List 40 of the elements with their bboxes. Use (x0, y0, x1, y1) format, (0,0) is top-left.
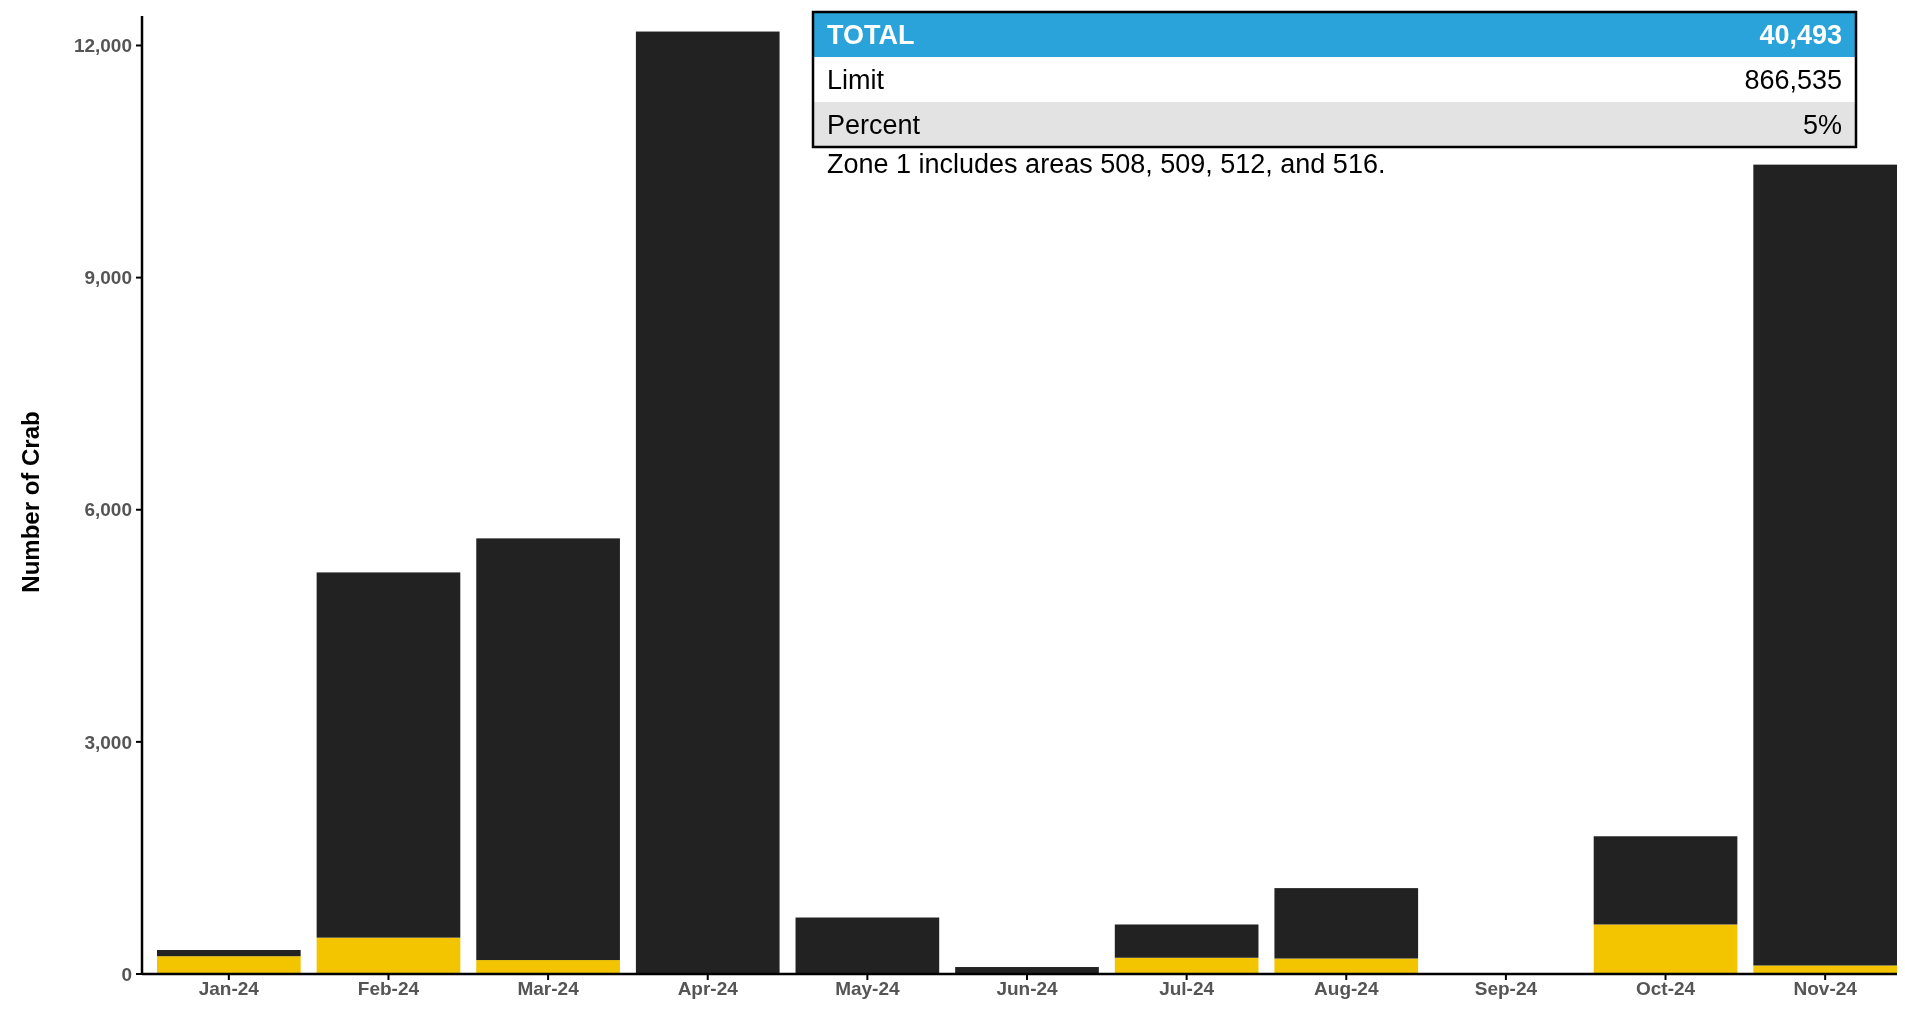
x-tick-label: Jan-24 (198, 978, 260, 999)
x-tick-label: May-24 (835, 978, 901, 999)
bar (1593, 836, 1738, 925)
bar (476, 538, 620, 961)
y-tick-label: 3,000 (84, 731, 132, 753)
annotation: TOTAL (827, 19, 915, 50)
annotation: 866,535 (1744, 64, 1842, 95)
y-tick-label: 12,000 (73, 35, 132, 57)
bar (1114, 957, 1259, 974)
annotation: 40,493 (1759, 19, 1842, 50)
x-tick-label: Nov-24 (1793, 978, 1858, 999)
bar (157, 950, 301, 957)
bar (1274, 888, 1419, 959)
x-tick-label: Mar-24 (517, 978, 580, 999)
bar (1753, 965, 1897, 974)
bar (1753, 164, 1897, 966)
annotation: Zone 1 includes areas 508, 509, 512, and 516. (827, 149, 1386, 179)
bar (635, 31, 780, 974)
annotation: 5% (1802, 109, 1842, 140)
x-tick-label: Aug-24 (1314, 978, 1379, 999)
annotation: Percent (827, 109, 921, 140)
annotation: Limit (827, 64, 885, 95)
y-axis-title: Number of Crab (17, 411, 44, 593)
x-tick-label: Feb-24 (357, 978, 420, 999)
bar (476, 960, 620, 974)
y-tick-label: 6,000 (84, 499, 132, 521)
x-tick-label: Oct-24 (1635, 978, 1696, 999)
bar (1114, 924, 1259, 958)
bar (1274, 958, 1419, 974)
x-tick-label: Jun-24 (996, 978, 1059, 999)
bar (795, 917, 940, 974)
y-tick-label: 0 (121, 963, 132, 985)
y-tick-label: 9,000 (84, 267, 132, 289)
bar (1593, 924, 1738, 974)
x-tick-label: Jul-24 (1159, 978, 1215, 999)
bar (316, 937, 461, 974)
x-tick-label: Apr-24 (677, 978, 739, 999)
bar (316, 572, 461, 938)
x-tick-label: Sep-24 (1474, 978, 1538, 999)
bar (157, 956, 301, 974)
